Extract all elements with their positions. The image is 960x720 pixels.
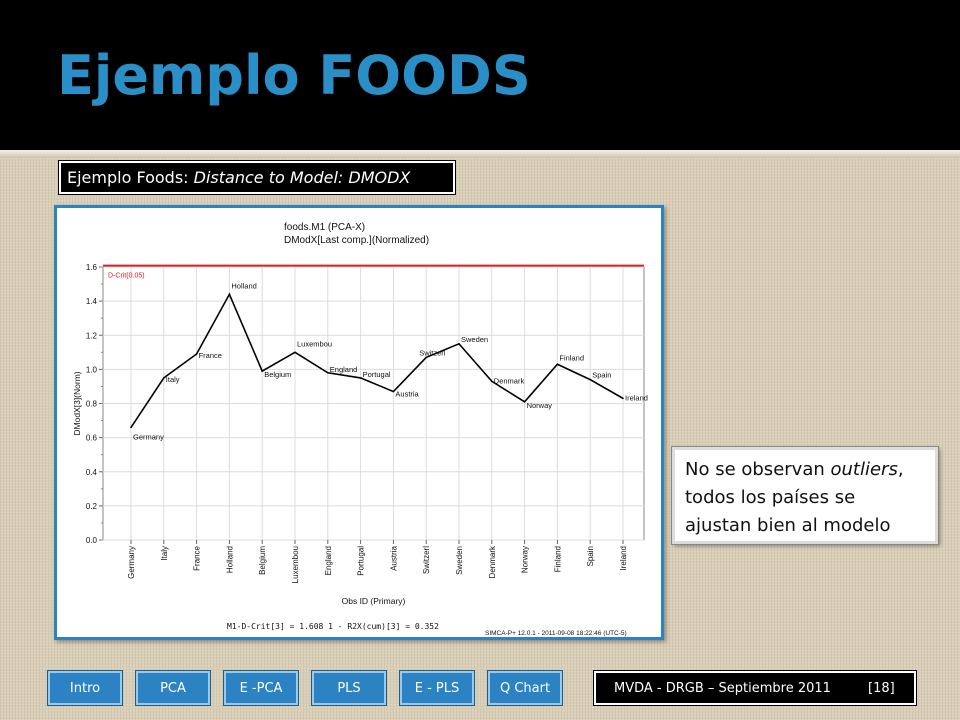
data-point [458, 342, 460, 345]
note-italic: outliers [830, 459, 898, 480]
point-label: Denmark [494, 376, 525, 385]
x-tick-label: France [193, 545, 202, 570]
point-label: Italy [166, 375, 180, 384]
chart-frame: foods.M1 (PCA-X) DModX[Last comp.](Normal… [54, 205, 664, 640]
data-point [589, 378, 591, 381]
note-box: No se observan outliers, todos los paíse… [672, 447, 938, 544]
data-point [228, 293, 231, 296]
note-post: , todos los países se ajustan bien al mo… [685, 459, 904, 536]
y-tick-label: 1.4 [86, 297, 98, 306]
chart-footer-left: M1-D-Crit[3] = 1.608 1 - R2X(cum)[3] = 0… [227, 622, 439, 631]
subtitle-box: Ejemplo Foods: Distance to Model: DMODX [58, 160, 456, 195]
y-axis-label: DModX[3](Norm) [72, 371, 82, 435]
data-point [130, 426, 132, 429]
chart-footer-right: SIMCA-P+ 12.0.1 - 2011-09-08 18:22:46 (U… [485, 630, 627, 637]
point-label: Sweden [461, 335, 488, 344]
point-label: Finland [559, 353, 584, 362]
point-label: Portugal [363, 370, 391, 379]
data-point [195, 353, 198, 355]
nav-button-q-chart[interactable]: Q Chart [488, 671, 562, 705]
point-label: Germany [133, 432, 164, 441]
data-point [327, 371, 329, 374]
data-point [392, 390, 395, 393]
data-point [556, 363, 559, 366]
footer-text: MVDA - DRGB – Septiembre 2011 [614, 680, 831, 696]
y-tick-label: 0.4 [86, 468, 98, 477]
x-tick-label: Denmark [488, 545, 497, 578]
subtitle-italic: Distance to Model: DMODX [193, 168, 411, 187]
point-label: France [199, 351, 222, 360]
point-label: Belgium [264, 370, 291, 379]
y-tick-label: 1.6 [86, 263, 98, 272]
data-point [359, 377, 362, 379]
page-number: [18] [868, 680, 895, 696]
x-tick-label: Holland [225, 546, 234, 573]
x-tick-label: Switzerl [422, 546, 431, 574]
y-tick-label: 0.2 [86, 502, 98, 511]
nav-button-intro[interactable]: Intro [48, 671, 122, 705]
y-tick-label: 1.2 [86, 331, 98, 340]
data-point [425, 356, 428, 359]
point-label: Luxembou [297, 339, 332, 348]
chart-title: foods.M1 (PCA-X) [284, 222, 365, 233]
x-tick-label: Luxembou [291, 546, 300, 583]
y-tick-label: 1.0 [86, 365, 98, 374]
x-tick-label: Germany [127, 546, 136, 579]
point-label: Switzerl [419, 348, 446, 357]
chart-subtitle: DModX[Last comp.](Normalized) [284, 235, 429, 246]
note-pre: No se observan [685, 459, 831, 480]
title-bar: Ejemplo FOODS [0, 0, 960, 150]
x-tick-label: Ireland [619, 546, 628, 570]
x-tick-label: Austria [389, 545, 398, 570]
y-tick-label: 0.0 [86, 536, 98, 545]
x-axis-label: Obs ID (Primary) [342, 596, 406, 606]
x-tick-label: Spain [586, 546, 595, 566]
data-point [622, 397, 624, 400]
subtitle-plain: Ejemplo Foods [67, 168, 184, 187]
point-label: England [330, 365, 358, 374]
x-tick-label: England [324, 546, 333, 575]
x-tick-label: Portugal [357, 546, 366, 576]
y-tick-label: 0.8 [86, 400, 98, 409]
x-tick-label: Norway [521, 546, 530, 573]
y-tick-label: 0.6 [86, 434, 98, 443]
nav-button-pls[interactable]: PLS [312, 671, 386, 705]
subtitle-separator: : [183, 168, 194, 187]
nav-button-e-pls[interactable]: E - PLS [400, 671, 474, 705]
point-label: Austria [395, 390, 419, 399]
data-point [294, 351, 296, 354]
dmodx-chart: foods.M1 (PCA-X) DModX[Last comp.](Normal… [72, 222, 648, 637]
x-tick-label: Sweden [455, 546, 464, 575]
point-label: Spain [592, 371, 611, 380]
data-point [523, 400, 526, 403]
nav-button-pca[interactable]: PCA [136, 671, 210, 705]
title-divider [0, 150, 960, 158]
series-line [130, 292, 624, 428]
point-label: Ireland [625, 393, 648, 402]
footer-box: MVDA - DRGB – Septiembre 2011 [18] [593, 670, 917, 706]
data-point [491, 380, 493, 383]
x-tick-label: Belgium [258, 546, 267, 575]
point-label: Holland [231, 281, 256, 290]
nav-button-e-pca[interactable]: E -PCA [224, 671, 298, 705]
x-tick-label: Italy [160, 546, 169, 561]
data-point [163, 377, 165, 379]
crit-label: D-Crit(0.05) [108, 273, 145, 280]
slide-title: Ejemplo FOODS [57, 44, 531, 107]
x-tick-label: Finland [553, 546, 562, 572]
data-point [261, 370, 263, 372]
point-label: Norway [527, 401, 553, 410]
